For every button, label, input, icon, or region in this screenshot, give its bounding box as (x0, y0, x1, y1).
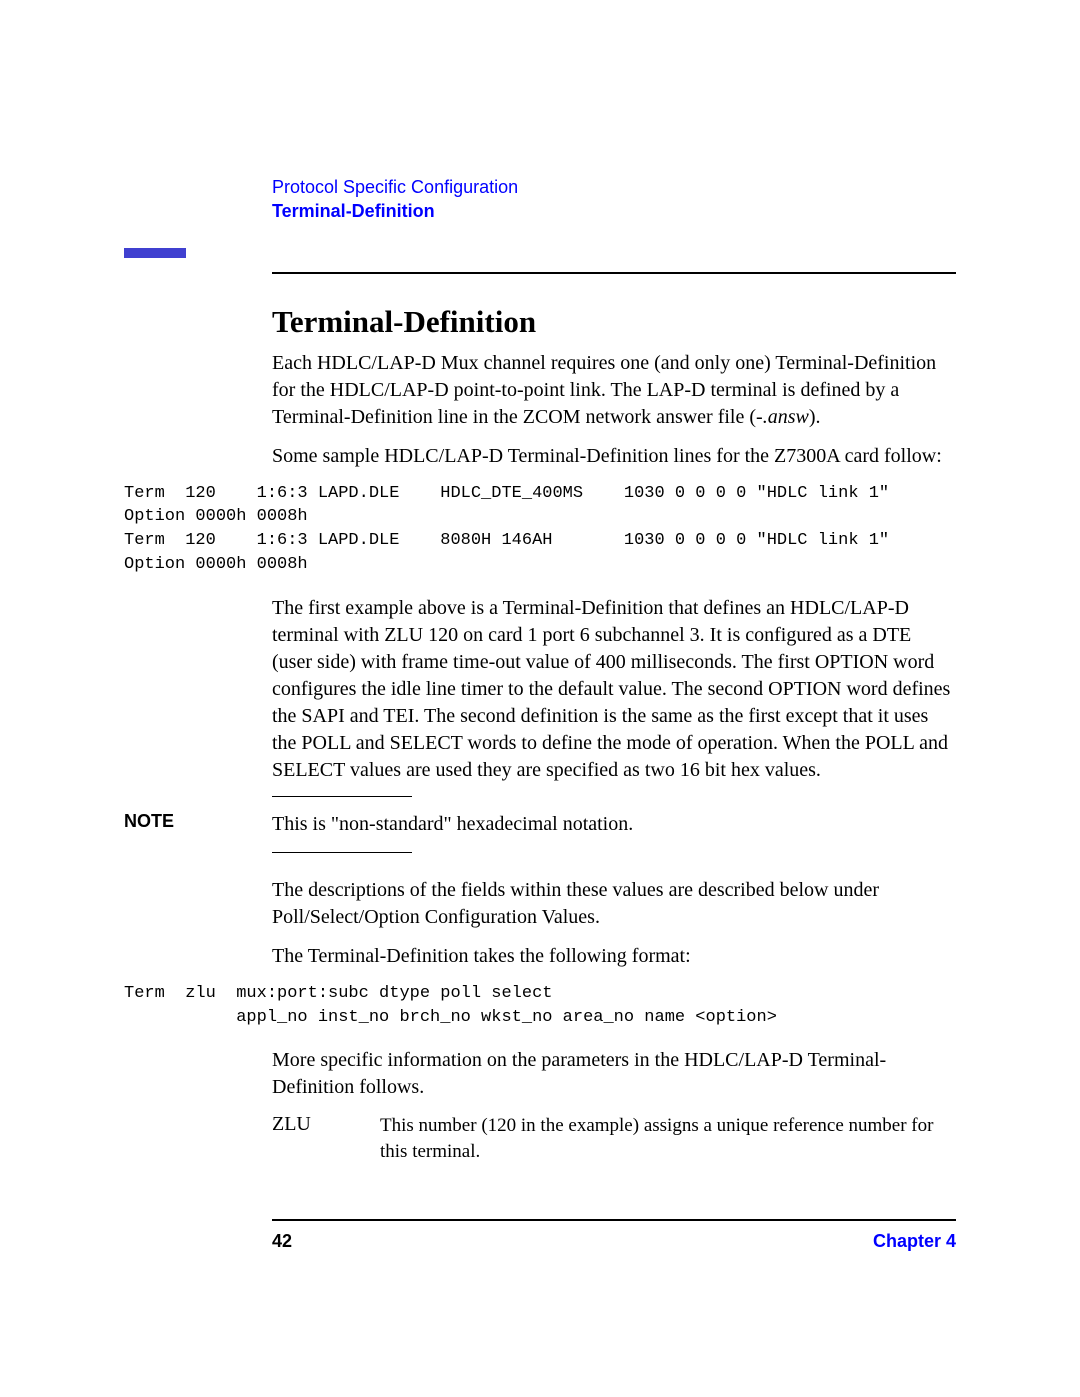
code-block-2: Term zlu mux:port:subc dtype poll select… (124, 982, 956, 1030)
definition-row: ZLU This number (120 in the example) ass… (272, 1113, 956, 1164)
page-footer: 42 Chapter 4 (124, 1211, 956, 1252)
paragraph-3: The first example above is a Terminal-De… (272, 595, 956, 784)
footer-rule (272, 1219, 956, 1221)
code-block-1: Term 120 1:6:3 LAPD.DLE HDLC_DTE_400MS 1… (124, 482, 956, 577)
note-rule-top (272, 796, 412, 797)
para1-text-b: ). (809, 406, 821, 428)
page-header: Protocol Specific Configuration Terminal… (272, 175, 956, 224)
para1-italic: -.answ (756, 406, 809, 428)
content-area: Terminal-Definition Each HDLC/LAP-D Mux … (272, 304, 956, 1165)
para1-text-a: Each HDLC/LAP-D Mux channel requires one… (272, 352, 936, 428)
top-rule (272, 272, 956, 274)
chapter-link[interactable]: Chapter 4 (873, 1231, 956, 1252)
paragraph-2: Some sample HDLC/LAP-D Terminal-Definiti… (272, 443, 956, 470)
note-label: NOTE (124, 811, 272, 832)
note-text: This is "non-standard" hexadecimal notat… (272, 811, 633, 838)
paragraph-6: More specific information on the paramet… (272, 1047, 956, 1101)
header-section: Terminal-Definition (272, 199, 956, 223)
section-heading: Terminal-Definition (272, 304, 956, 340)
page-number: 42 (272, 1231, 292, 1252)
document-page: Protocol Specific Configuration Terminal… (0, 0, 1080, 1397)
paragraph-5: The Terminal-Definition takes the follow… (272, 943, 956, 970)
paragraph-1: Each HDLC/LAP-D Mux channel requires one… (272, 350, 956, 431)
paragraph-4: The descriptions of the fields within th… (272, 877, 956, 931)
accent-bar (124, 248, 186, 258)
note-block: NOTE This is "non-standard" hexadecimal … (272, 811, 956, 838)
definition-desc: This number (120 in the example) assigns… (380, 1113, 956, 1164)
note-rule-bottom (272, 852, 412, 853)
breadcrumb[interactable]: Protocol Specific Configuration (272, 175, 956, 199)
definition-term: ZLU (272, 1113, 380, 1164)
